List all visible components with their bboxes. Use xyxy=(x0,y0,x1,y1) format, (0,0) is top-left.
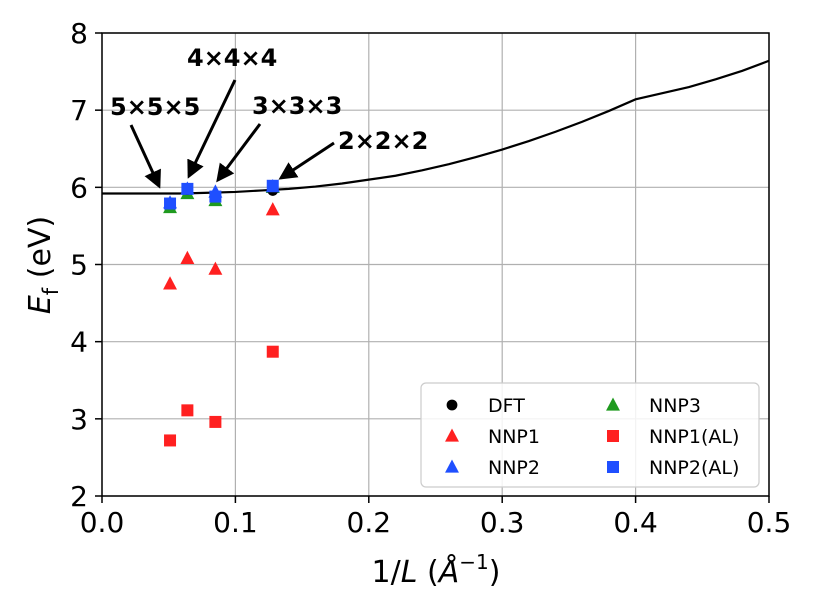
y-tick-label: 4 xyxy=(70,326,88,359)
x-tick-label: 0.3 xyxy=(480,506,525,539)
legend-item: NNP2 xyxy=(445,457,540,479)
y-axis-label-sub: f xyxy=(39,287,63,295)
y-tick-label: 8 xyxy=(70,17,88,50)
x-axis-label-main: 1/ xyxy=(372,555,402,590)
x-tick-label: 0.5 xyxy=(747,506,792,539)
annotation-arrow xyxy=(187,79,237,179)
annotation-arrow xyxy=(216,123,262,183)
x-axis-label-close: ) xyxy=(489,555,501,590)
legend-label: NNP2 xyxy=(488,457,540,479)
legend-marker xyxy=(607,461,619,473)
annotation-label: 3×3×3 xyxy=(252,92,342,120)
fit-curve xyxy=(102,59,770,195)
data-point xyxy=(164,197,177,210)
y-tick-label: 6 xyxy=(70,171,88,204)
legend-marker xyxy=(446,399,458,411)
data-point xyxy=(180,250,195,264)
legend-label: NNP3 xyxy=(649,395,701,417)
axis-ticks: 0.0 0.1 0.2 0.3 0.4 0.5 2 3 4 5 6 7 8 xyxy=(70,17,791,539)
legend-label: NNP1 xyxy=(488,426,540,448)
y-tick-label: 3 xyxy=(70,403,88,436)
x-axis-label-italic: L xyxy=(401,555,418,590)
series-nnp2al xyxy=(164,179,279,210)
annotation-label: 4×4×4 xyxy=(187,44,277,72)
legend-item: NNP1(AL) xyxy=(607,426,739,448)
legend-marker xyxy=(606,397,620,411)
legend-item: DFT xyxy=(446,395,525,417)
data-point xyxy=(266,179,279,192)
series-nnp1 xyxy=(163,202,280,290)
data-point xyxy=(266,345,279,358)
y-tick-label: 5 xyxy=(70,249,88,282)
annotations: 5×5×5 4×4×4 3×3×3 2×2×2 xyxy=(110,44,428,189)
x-axis-label-unit: Å xyxy=(437,554,460,590)
data-point xyxy=(181,182,194,195)
data-point xyxy=(181,404,194,417)
x-axis-label-exponent: −1 xyxy=(459,550,488,574)
x-tick-label: 0.0 xyxy=(80,506,125,539)
annotation-label: 2×2×2 xyxy=(338,127,428,155)
annotation-label: 5×5×5 xyxy=(110,93,200,121)
legend-label: NNP1(AL) xyxy=(649,426,739,448)
data-point xyxy=(209,415,222,428)
legend-marker xyxy=(445,428,459,442)
x-axis-label-open: ( xyxy=(417,555,438,590)
data-point xyxy=(164,434,177,447)
x-axis-label: 1/L (Å−1) xyxy=(372,550,501,590)
x-tick-label: 0.2 xyxy=(347,506,392,539)
y-axis-label: Ef (eV) xyxy=(23,216,63,314)
x-tick-label: 0.4 xyxy=(613,506,658,539)
annotation-arrow xyxy=(278,141,335,180)
fit-curve-layer xyxy=(102,59,770,195)
x-tick-label: 0.1 xyxy=(213,506,258,539)
annotation-arrow xyxy=(129,124,161,189)
legend-label: DFT xyxy=(488,395,525,417)
y-axis-label-unit: (eV) xyxy=(23,216,58,288)
series-nnp1al xyxy=(164,345,279,447)
legend-item: NNP1 xyxy=(445,426,540,448)
legend-item: NNP2(AL) xyxy=(607,457,739,479)
legend-item: NNP3 xyxy=(606,395,701,417)
y-tick-label: 7 xyxy=(70,94,88,127)
legend-marker xyxy=(607,430,619,442)
legend-marker xyxy=(445,459,459,473)
y-axis-label-main: E xyxy=(23,295,58,314)
y-tick-label: 2 xyxy=(70,480,88,513)
data-point xyxy=(265,202,280,216)
legend-box xyxy=(420,382,760,488)
data-point xyxy=(209,190,222,203)
data-point xyxy=(208,261,223,275)
data-points xyxy=(163,179,280,447)
legend-label: NNP2(AL) xyxy=(649,457,739,479)
data-point xyxy=(163,276,177,290)
legend: DFT NNP3 NNP1 NNP1(AL) NNP2 NNP2(AL) xyxy=(420,382,760,488)
